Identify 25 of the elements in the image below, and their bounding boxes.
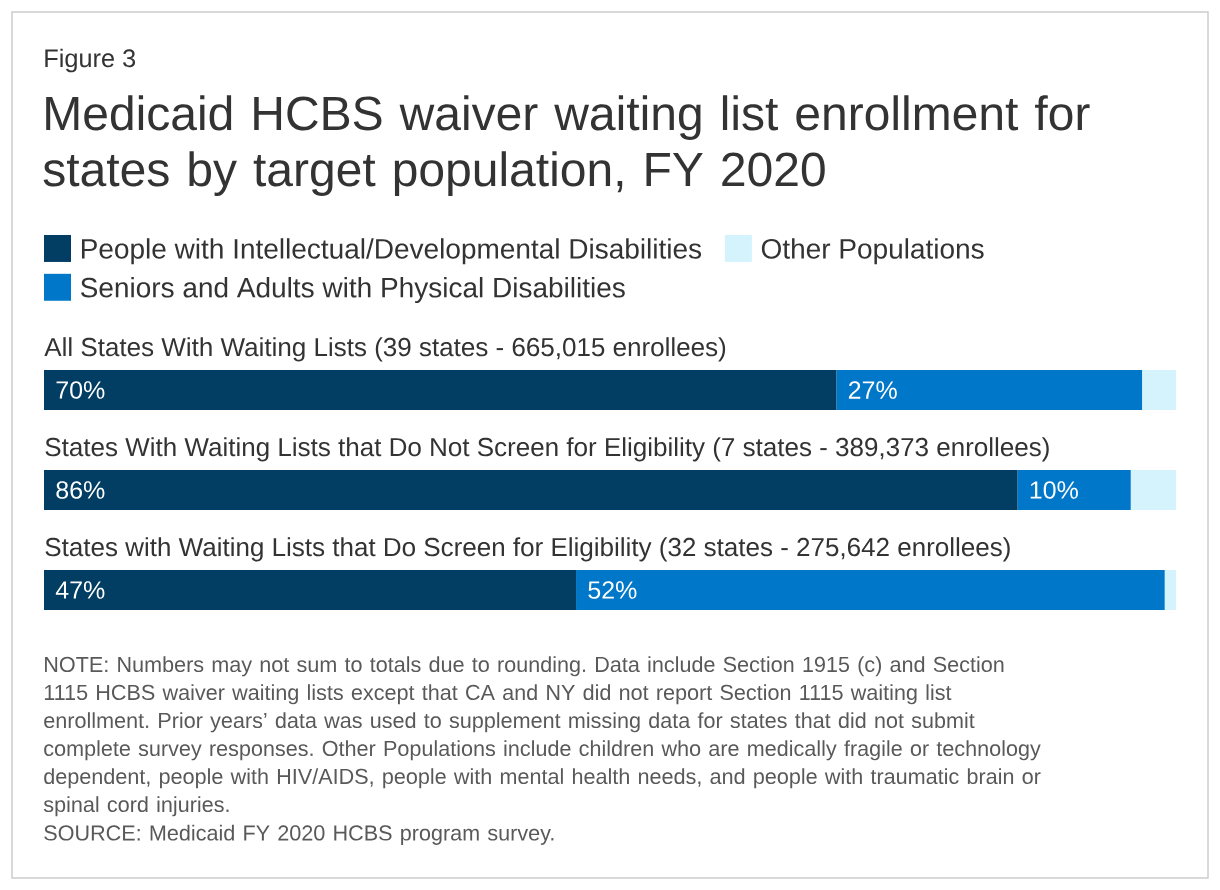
chart-title: Medicaid HCBS waiver waiting list enrollment for states by target population, FY 2020	[43, 95, 1090, 196]
y-tick-label: States with Waiting Lists that Do Screen for Eligibility (32 states - 275,642 enrollees)	[45, 537, 1010, 562]
legend-label: Other Populations	[761, 238, 984, 265]
bar	[44, 370, 837, 411]
legend-label: People with Intellectual/Developmental Disabilities	[81, 238, 702, 265]
bar	[1164, 570, 1177, 611]
bar	[44, 470, 1018, 511]
caption: Figure 3	[45, 48, 136, 73]
y-tick-label: All States With Waiting Lists (39 states - 665,015 enrollees)	[44, 337, 726, 362]
data-label: 52%	[588, 581, 637, 599]
bar	[1017, 470, 1131, 511]
data-label: 70%	[56, 381, 105, 399]
data-label: 47%	[55, 581, 105, 599]
bar	[1142, 370, 1177, 411]
data-label: 27%	[848, 381, 897, 399]
bar	[576, 570, 1165, 611]
data-label: 86%	[56, 481, 105, 499]
legend-label: Seniors and Adults with Physical Disabilities	[80, 277, 625, 304]
source-note: SOURCE: Medicaid FY 2020 HCBS program survey.	[44, 824, 554, 845]
bar	[1130, 470, 1177, 511]
data-label: 10%	[1030, 481, 1078, 499]
text: NOTE: Numbers may not sum to totals due to rounding. Data include Section 1915 (c) and Section 1115 HCBS waiver waiting lists except that CA and NY did not report Section 1115 waiting list enrollment. Prior years’ data was used to supplement missing data for states that did not submit complete survey responses. Other Populations include children who are medically fragile or technology dependent, people with HIV/AIDS, people with mental health needs, and people with traumatic brain or spinal cord injuries.	[43, 656, 1041, 817]
y-tick-label: States With Waiting Lists that Do Not Screen for Eligibility (7 states - 389,373 enrollees)	[45, 437, 1049, 462]
bar	[836, 370, 1143, 411]
bar	[44, 570, 577, 611]
